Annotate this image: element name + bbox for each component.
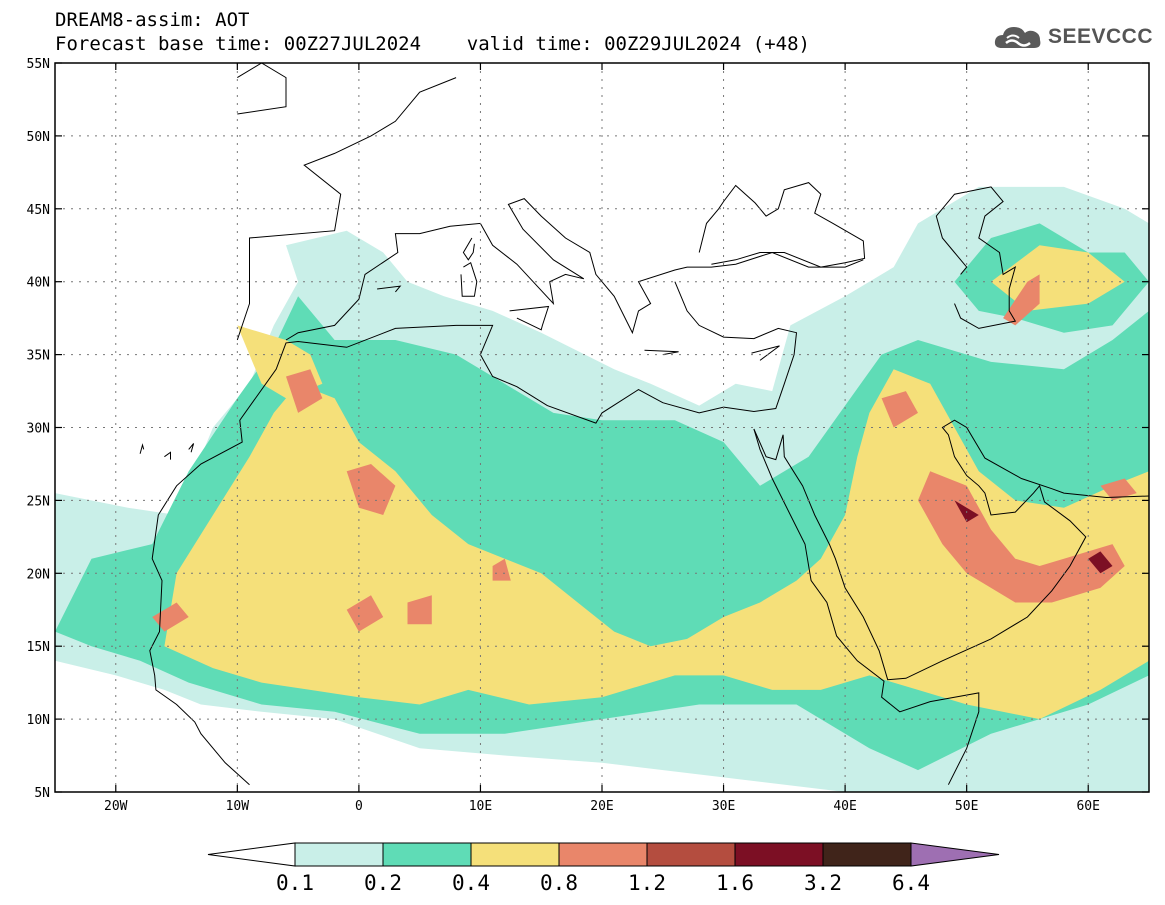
cloud-icon xyxy=(994,27,1041,48)
aot-band-0_8-2 xyxy=(346,464,396,515)
lon-label-40E: 40E xyxy=(833,799,856,814)
colorbar-label-0: 0.1 xyxy=(276,871,314,895)
colorbar-swatch-5 xyxy=(734,842,824,867)
aot-band-0_8-9 xyxy=(1100,478,1137,501)
lat-label-45N: 45N xyxy=(27,203,50,218)
lat-label-15N: 15N xyxy=(27,640,50,655)
colorbar-swatch-2 xyxy=(470,842,560,867)
aot-band-0_4-0 xyxy=(164,369,1149,720)
seevccc-logo: SEEVCCC xyxy=(992,22,1153,52)
aot-band-0_8-6 xyxy=(881,391,918,428)
aot-band-0_8-3 xyxy=(346,595,384,632)
lat-label-55N: 55N xyxy=(27,57,50,72)
grid-lines xyxy=(55,62,1149,793)
logo-text: SEEVCCC xyxy=(1047,25,1153,48)
colorbar-label-6: 3.2 xyxy=(804,871,842,895)
colorbar-label-1: 0.2 xyxy=(364,871,402,895)
colorbar-swatch-6 xyxy=(822,842,912,867)
colorbar-label-4: 1.2 xyxy=(628,871,666,895)
coastline-6 xyxy=(935,186,1017,329)
coastline-15 xyxy=(164,451,171,460)
colorbar-swatch-3 xyxy=(558,842,648,867)
lon-label-20E: 20E xyxy=(590,799,613,814)
coastline-14 xyxy=(139,443,145,454)
colorbar-label-5: 1.6 xyxy=(716,871,754,895)
lat-label-20N: 20N xyxy=(27,567,50,582)
aot-band-0_8-5 xyxy=(492,558,511,581)
coastline-12 xyxy=(237,63,287,115)
aot-band-0_8-8 xyxy=(1003,274,1040,326)
coastline-7 xyxy=(460,261,478,297)
aot-band-0_8-7 xyxy=(918,471,1125,603)
lon-label-10E: 10E xyxy=(469,799,492,814)
colorbar-swatch-1 xyxy=(382,842,472,867)
lon-label-60E: 60E xyxy=(1076,799,1099,814)
lon-label-10W: 10W xyxy=(226,799,250,814)
colorbar-label-3: 0.8 xyxy=(540,871,578,895)
coastline-1 xyxy=(285,198,864,341)
colorbar-label-2: 0.4 xyxy=(452,871,490,895)
coastline-2 xyxy=(149,281,798,786)
lat-label-30N: 30N xyxy=(27,422,50,437)
aot-field xyxy=(55,186,1149,792)
colorbar xyxy=(207,842,1000,867)
coastline-11 xyxy=(751,345,780,361)
coastline-16 xyxy=(188,443,195,453)
lat-label-10N: 10N xyxy=(27,713,50,728)
forecast-time-line: Forecast base time: 00Z27JUL2024 valid t… xyxy=(55,33,810,55)
colorbar-label-7: 6.4 xyxy=(892,871,930,895)
lat-label-50N: 50N xyxy=(27,130,50,145)
lon-label-50E: 50E xyxy=(955,799,978,814)
lon-label-20W: 20W xyxy=(104,799,128,814)
coastline-8 xyxy=(462,237,475,261)
coastline-9 xyxy=(509,305,550,331)
axis-ticks: 20W 10W 0 10E 20E 30E 40E 50E 60E 5N 10N 15N 20N 25N 3… xyxy=(27,57,1149,814)
colorbar-lower-arrow xyxy=(207,842,296,867)
aot-band-1_6-0 xyxy=(1088,551,1113,574)
colorbar-swatch-4 xyxy=(646,842,736,867)
colorbar-swatch-0 xyxy=(294,842,384,867)
coastline-13 xyxy=(377,285,402,293)
coastline-3 xyxy=(753,419,1149,681)
aot-band-0_8-4 xyxy=(407,595,432,625)
coastlines xyxy=(139,63,1149,786)
coastline-4 xyxy=(753,428,980,785)
lon-label-0: 0 xyxy=(355,799,363,814)
aot-band-0_8-1 xyxy=(286,369,323,413)
lat-label-35N: 35N xyxy=(27,349,50,364)
lon-label-30E: 30E xyxy=(712,799,735,814)
map-title: DREAM8-assim: AOT xyxy=(55,9,250,31)
colorbar-upper-arrow xyxy=(910,842,1000,867)
coastline-10 xyxy=(644,349,679,356)
lat-label-40N: 40N xyxy=(27,276,50,291)
coastline-0 xyxy=(236,77,457,341)
coastline-5 xyxy=(698,182,866,268)
lat-label-5N: 5N xyxy=(34,786,50,801)
lat-label-25N: 25N xyxy=(27,494,50,509)
aot-band-0_8-0 xyxy=(152,602,189,632)
